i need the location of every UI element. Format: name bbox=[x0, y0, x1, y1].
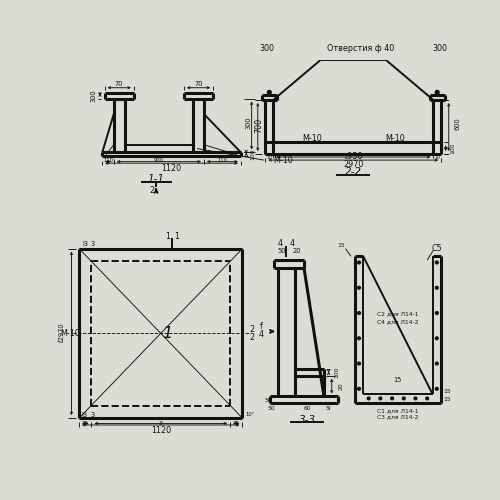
Text: М-10: М-10 bbox=[302, 134, 322, 143]
Circle shape bbox=[358, 388, 360, 390]
Text: 3: 3 bbox=[91, 412, 95, 418]
Circle shape bbox=[368, 397, 370, 400]
Text: 15: 15 bbox=[444, 397, 451, 402]
Text: 3-3: 3-3 bbox=[298, 414, 316, 424]
Text: М-10: М-10 bbox=[385, 134, 404, 143]
Text: 5l: 5l bbox=[326, 406, 332, 412]
Text: l3: l3 bbox=[82, 241, 88, 247]
Text: 70: 70 bbox=[82, 420, 88, 426]
Text: М-10: М-10 bbox=[60, 329, 80, 338]
Text: ℓ2970: ℓ2970 bbox=[59, 324, 65, 343]
Text: 5↑: 5↑ bbox=[320, 378, 328, 383]
Text: 600: 600 bbox=[455, 117, 461, 130]
Text: 110: 110 bbox=[103, 158, 113, 164]
Circle shape bbox=[436, 286, 438, 289]
Text: 2: 2 bbox=[250, 325, 255, 334]
Text: 2: 2 bbox=[250, 332, 255, 342]
Text: 300: 300 bbox=[260, 44, 274, 53]
Text: М-10: М-10 bbox=[273, 156, 293, 166]
Circle shape bbox=[436, 362, 438, 365]
Text: 60: 60 bbox=[304, 406, 311, 412]
Text: 2-2: 2-2 bbox=[345, 168, 362, 177]
Text: 300: 300 bbox=[432, 44, 447, 53]
Text: 1-1: 1-1 bbox=[148, 174, 164, 184]
Circle shape bbox=[390, 397, 394, 400]
Text: 10: 10 bbox=[434, 154, 440, 160]
Circle shape bbox=[358, 337, 360, 340]
Text: 900: 900 bbox=[154, 158, 164, 164]
Text: 20: 20 bbox=[338, 382, 344, 390]
Text: 10°: 10° bbox=[246, 412, 255, 418]
Text: 3: 3 bbox=[91, 241, 95, 247]
Text: С2 для Л14-1: С2 для Л14-1 bbox=[377, 312, 418, 316]
Text: 100: 100 bbox=[450, 142, 455, 154]
Text: 4: 4 bbox=[290, 239, 295, 248]
Text: 4: 4 bbox=[258, 330, 264, 339]
Circle shape bbox=[358, 261, 360, 264]
Text: l3: l3 bbox=[82, 412, 87, 418]
Circle shape bbox=[436, 90, 439, 94]
Text: 1: 1 bbox=[174, 232, 180, 241]
Text: 110: 110 bbox=[218, 158, 228, 164]
Text: 100: 100 bbox=[334, 366, 339, 378]
Text: 700: 700 bbox=[255, 118, 264, 133]
Circle shape bbox=[426, 397, 428, 400]
Circle shape bbox=[358, 362, 360, 365]
Circle shape bbox=[436, 337, 438, 340]
Text: С3 для Л14-2: С3 для Л14-2 bbox=[377, 414, 418, 419]
Circle shape bbox=[358, 286, 360, 289]
Text: 15: 15 bbox=[394, 376, 402, 382]
Text: 15: 15 bbox=[444, 388, 451, 394]
Text: 300: 300 bbox=[91, 90, 97, 102]
Text: 50: 50 bbox=[278, 248, 286, 254]
Circle shape bbox=[436, 261, 438, 264]
Text: 100: 100 bbox=[250, 148, 256, 160]
Text: 15: 15 bbox=[337, 243, 345, 248]
Text: 70: 70 bbox=[115, 81, 124, 87]
Text: 1120: 1120 bbox=[162, 164, 182, 173]
Text: f: f bbox=[260, 322, 262, 332]
Text: 2: 2 bbox=[149, 186, 154, 194]
Text: 20: 20 bbox=[292, 248, 300, 254]
Text: 1120: 1120 bbox=[150, 426, 171, 435]
Text: С4 для Л14-2: С4 для Л14-2 bbox=[377, 320, 418, 324]
Circle shape bbox=[414, 397, 417, 400]
Text: 50: 50 bbox=[268, 406, 276, 412]
Text: 1: 1 bbox=[162, 326, 172, 341]
Text: 70: 70 bbox=[233, 420, 239, 426]
Circle shape bbox=[436, 388, 438, 390]
Circle shape bbox=[379, 397, 382, 400]
Text: 3l: 3l bbox=[158, 420, 163, 426]
Text: Отверстия ф 40: Отверстия ф 40 bbox=[328, 44, 394, 53]
Text: 10: 10 bbox=[266, 154, 272, 160]
Text: ℓ950: ℓ950 bbox=[344, 152, 362, 161]
Text: 2970: 2970 bbox=[343, 160, 363, 169]
Circle shape bbox=[358, 312, 360, 314]
Text: С1 для Л14-1: С1 для Л14-1 bbox=[377, 408, 418, 413]
Circle shape bbox=[402, 397, 405, 400]
Text: 300: 300 bbox=[246, 117, 252, 130]
Text: С5: С5 bbox=[432, 244, 442, 253]
Text: 5l: 5l bbox=[264, 398, 270, 403]
Text: 4: 4 bbox=[278, 239, 282, 248]
Circle shape bbox=[268, 90, 272, 94]
Text: 70: 70 bbox=[194, 81, 203, 87]
Text: 1: 1 bbox=[165, 232, 170, 241]
Circle shape bbox=[436, 312, 438, 314]
